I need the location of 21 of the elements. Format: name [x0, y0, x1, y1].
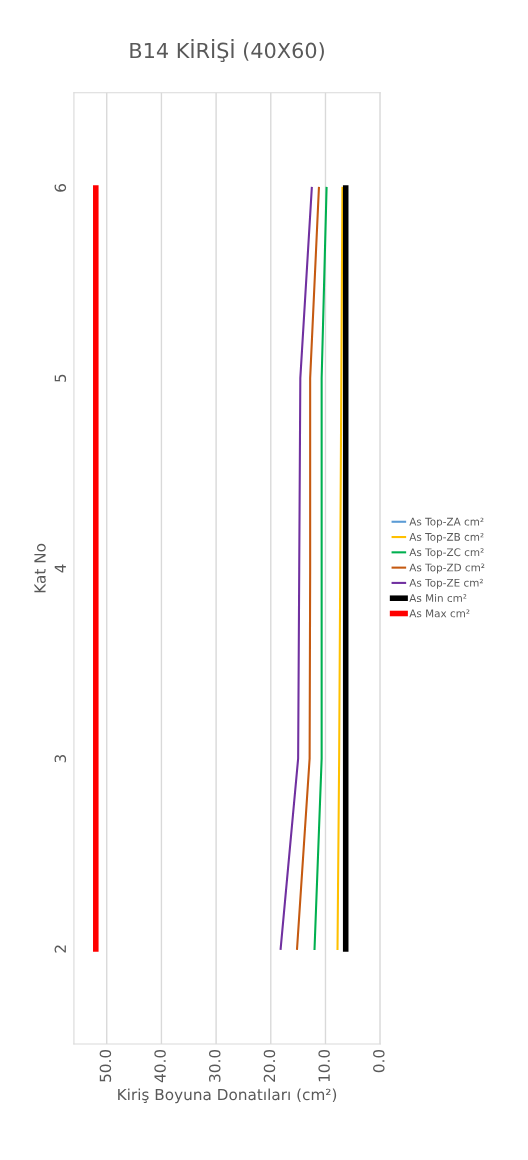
legend-label: As Top-ZD cm² [409, 563, 485, 574]
y-tick-label: 2 [54, 945, 66, 953]
x-tick-label: 0.0 [373, 1049, 385, 1073]
legend-label: As Top-ZB cm² [409, 532, 484, 543]
y-tick-label: 6 [54, 184, 67, 192]
x-tick-label: 20.0 [263, 1049, 276, 1082]
x-tick-label: 10.0 [318, 1049, 330, 1082]
legend-label: As Top-ZA cm² [409, 517, 484, 528]
x-tick-label: 30.0 [208, 1049, 221, 1082]
y-tick-label: 5 [54, 374, 67, 382]
x-tick-label: 40.0 [154, 1049, 166, 1083]
legend-label: As Max cm² [409, 609, 470, 618]
x-tick-label: 50.0 [99, 1049, 112, 1082]
legend-label: As Top-ZC cm² [409, 548, 484, 559]
legend-label: As Top-ZE cm² [409, 578, 483, 589]
y-axis-title: Kat No [34, 543, 46, 593]
y-tick-label: 4 [54, 564, 66, 573]
y-tick-label: 3 [54, 755, 67, 763]
legend-label: As Min cm² [409, 593, 467, 602]
x-axis-title: Kiriş Boyuna Donatıları (cm²) [118, 1088, 337, 1104]
chart-title: B14 KİRİŞİ (40X60) [130, 39, 324, 63]
